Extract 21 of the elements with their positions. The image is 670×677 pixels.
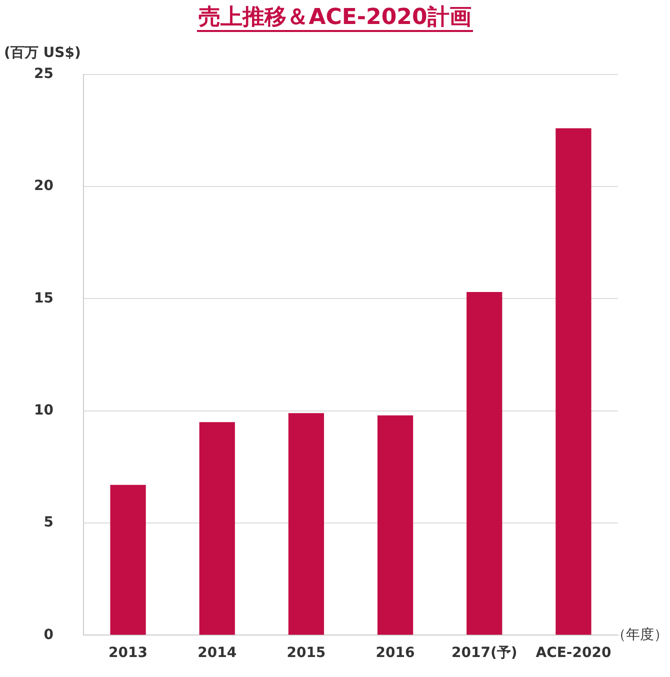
bar xyxy=(556,128,592,635)
bar xyxy=(199,422,235,635)
chart-title: 売上推移＆ACE-2020計画 xyxy=(196,5,474,32)
bar xyxy=(377,415,414,635)
x-tick-label: ACE-2020 xyxy=(536,645,612,662)
x-tick-label: 2016 xyxy=(376,645,415,662)
y-tick-label: 25 xyxy=(34,66,54,82)
bar xyxy=(288,413,324,635)
y-tick-label: 20 xyxy=(34,178,54,194)
x-tick-label: 2013 xyxy=(108,645,148,662)
bar xyxy=(110,484,146,635)
y-axis-title: (百万 US$) xyxy=(4,45,81,62)
x-tick-label: 2017(予) xyxy=(451,645,518,662)
y-tick-label: 0 xyxy=(44,626,54,643)
x-tick-label: 2014 xyxy=(198,645,237,662)
y-tick-label: 15 xyxy=(34,290,54,306)
x-axis-title: （年度） xyxy=(612,626,668,643)
y-tick-label: 10 xyxy=(34,402,54,419)
x-tick-label: 2015 xyxy=(286,645,326,662)
y-tick-label: 5 xyxy=(44,514,54,531)
bar xyxy=(466,292,502,635)
